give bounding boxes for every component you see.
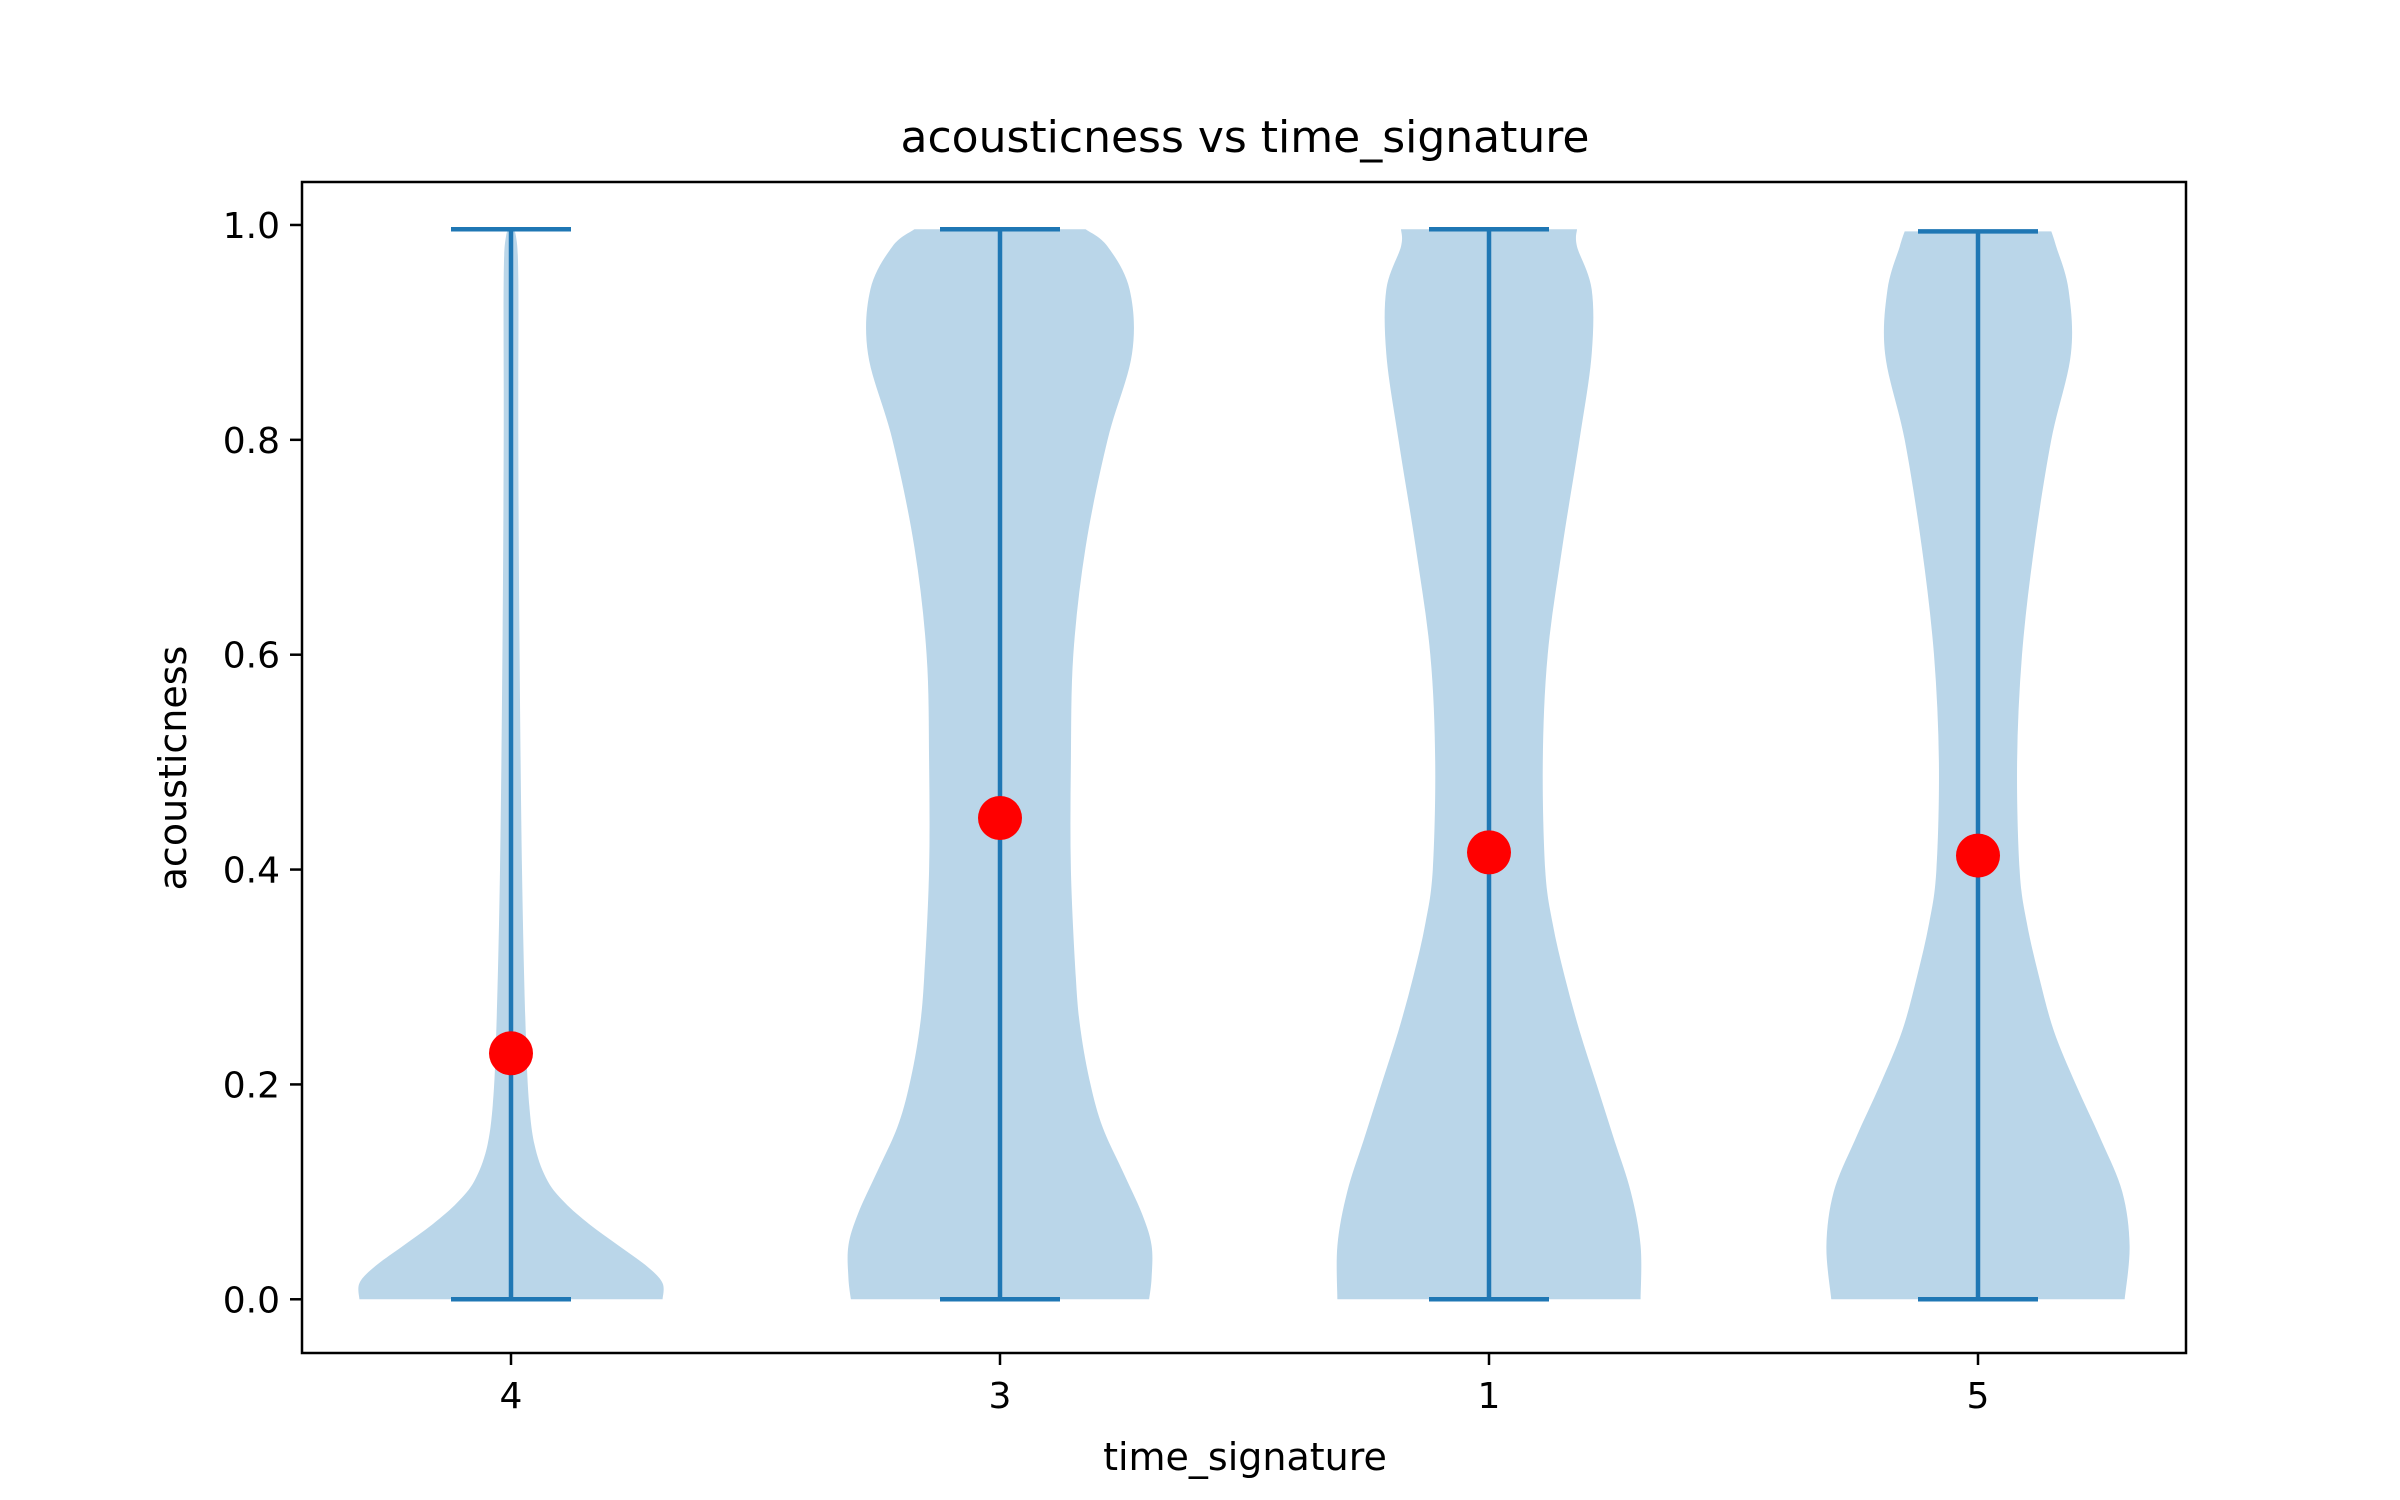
y-tick-label: 1.0 xyxy=(223,206,280,247)
range-lines-layer xyxy=(451,227,2038,1302)
chart-title: acousticness vs time_signature xyxy=(901,112,1590,163)
mean-marker-4 xyxy=(489,1031,533,1076)
x-tick-label: 5 xyxy=(1967,1376,1990,1417)
y-tick-label: 0.4 xyxy=(223,851,280,892)
x-tick-label: 4 xyxy=(500,1376,523,1417)
mean-markers-layer xyxy=(489,795,2000,1076)
violins-layer xyxy=(358,229,2130,1300)
y-axis-ticks: 0.0 0.2 0.4 0.6 0.8 1.0 xyxy=(223,206,302,1321)
y-tick-label: 0.0 xyxy=(223,1280,280,1321)
x-tick-label: 3 xyxy=(989,1376,1012,1417)
x-axis-label: time_signature xyxy=(1103,1435,1387,1479)
y-tick-label: 0.2 xyxy=(223,1065,280,1106)
plot-frame xyxy=(300,180,2188,1355)
x-tick-label: 1 xyxy=(1478,1376,1501,1417)
y-tick-label: 0.6 xyxy=(223,636,280,677)
x-axis-ticks: 4 3 1 5 xyxy=(500,1353,1990,1417)
mean-marker-3 xyxy=(978,795,1022,840)
mean-marker-1 xyxy=(1467,830,1511,875)
y-tick-label: 0.8 xyxy=(223,421,280,462)
mean-marker-5 xyxy=(1956,833,2000,878)
y-axis-label: acousticness xyxy=(151,646,195,891)
